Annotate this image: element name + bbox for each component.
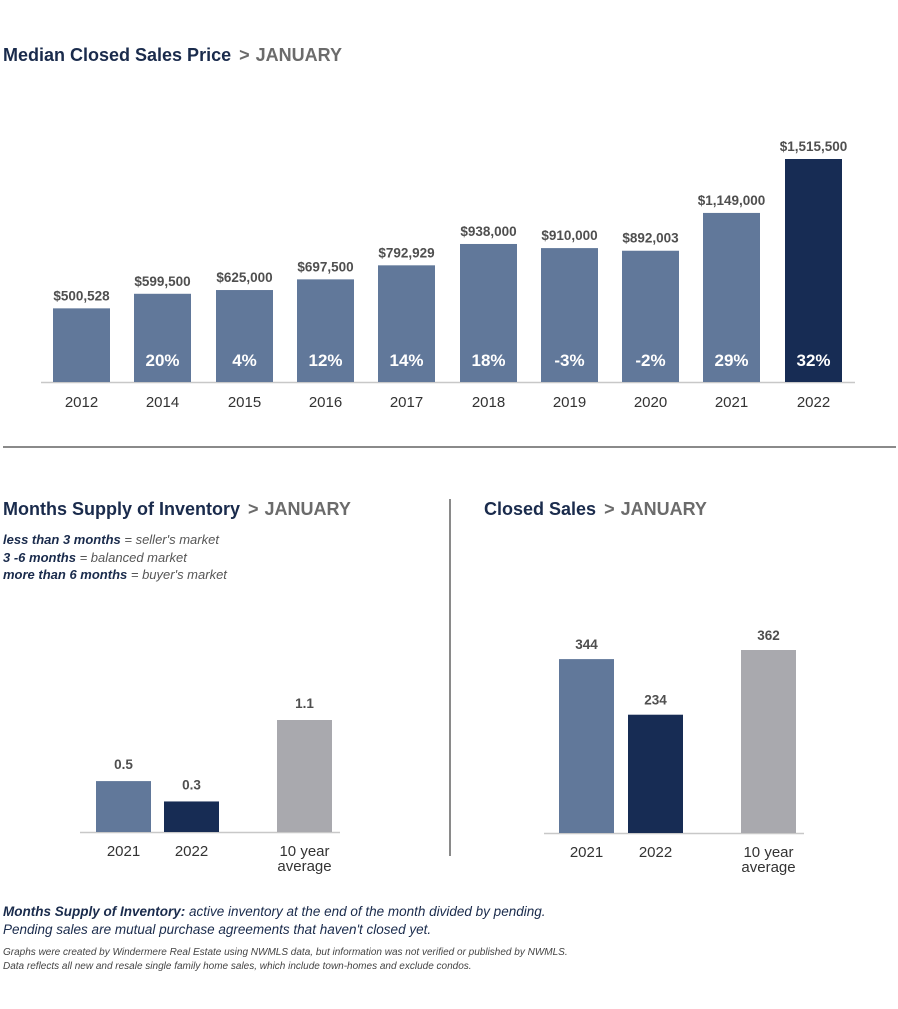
tick-label-2021: 2021 — [570, 844, 603, 861]
bar-2015 — [216, 290, 273, 382]
value-label-2022: 234 — [644, 693, 667, 708]
source-note-2: Data reflects all new and resale single … — [3, 961, 472, 972]
footer-definitions: Months Supply of Inventory: active inven… — [3, 903, 546, 939]
definition-text: active inventory at the end of the month… — [185, 904, 546, 919]
tick-label-2014: 2014 — [146, 394, 179, 411]
legend-term: more than 6 months — [3, 567, 128, 582]
legend-balanced: 3 -6 months = balanced market — [3, 549, 227, 567]
legend-term: less than 3 months — [3, 532, 121, 547]
tick-label-10-year-average: average — [277, 858, 331, 875]
closed-sales-title: Closed Sales > JANUARY — [484, 499, 707, 520]
tick-label-2018: 2018 — [472, 394, 505, 411]
definition-term: Months Supply of Inventory: — [3, 904, 186, 919]
legend-desc: = balanced market — [75, 549, 187, 565]
bar-2022 — [164, 801, 219, 832]
percent-change-2021: 29% — [714, 351, 748, 370]
bar-2021 — [703, 212, 760, 382]
value-label-2015: $625,000 — [216, 270, 272, 285]
value-label-10-year-average: 1.1 — [295, 696, 314, 711]
percent-change-2022: 32% — [796, 351, 830, 370]
bar-10-year-average — [741, 650, 796, 833]
footer-source: Graphs were created by Windermere Real E… — [3, 946, 568, 974]
legend-term: 3 -6 months — [3, 549, 76, 565]
value-label-2017: $792,929 — [378, 245, 434, 260]
tick-label-2020: 2020 — [634, 394, 667, 411]
bar-2022 — [628, 714, 683, 833]
bar-2014 — [134, 293, 191, 382]
tick-label-2022: 2022 — [639, 844, 672, 861]
value-label-2021: 344 — [575, 637, 598, 652]
tick-label-10-year-average: average — [741, 859, 795, 876]
median-price-title-text: Median Closed Sales Price — [3, 45, 232, 65]
pending-definition: Pending sales are mutual purchase agreem… — [3, 922, 432, 937]
bar-2016 — [297, 279, 354, 382]
months-supply-title: Months Supply of Inventory > JANUARY — [3, 499, 351, 520]
value-label-2014: $599,500 — [134, 274, 190, 289]
bar-2012 — [53, 308, 110, 382]
months-supply-title-text: Months Supply of Inventory — [3, 499, 240, 519]
legend-desc: = buyer's market — [127, 567, 227, 582]
bar-10-year-average — [277, 720, 332, 832]
median-price-chart: $500,528 2012 $599,500 20% 2014 $625,000 4% 201… — [41, 139, 855, 411]
value-label-2019: $910,000 — [541, 228, 597, 243]
percent-change-2020: -2% — [635, 351, 665, 370]
value-label-2022: $1,515,500 — [780, 139, 848, 154]
bar-2017 — [378, 265, 435, 382]
percent-change-2015: 4% — [232, 351, 257, 370]
legend-buyers: more than 6 months = buyer's market — [3, 566, 227, 584]
value-label-2018: $938,000 — [460, 224, 516, 239]
percent-change-2017: 14% — [389, 351, 423, 370]
legend-sellers: less than 3 months = seller's market — [3, 531, 227, 549]
tick-label-2019: 2019 — [553, 394, 586, 411]
median-price-title: Median Closed Sales Price > JANUARY — [3, 45, 342, 66]
tick-label-10-year-average: 10 year — [279, 843, 329, 860]
bar-2018 — [460, 243, 517, 382]
value-label-2022: 0.3 — [182, 777, 201, 792]
tick-label-2016: 2016 — [309, 394, 342, 411]
percent-change-2014: 20% — [145, 351, 179, 370]
closed-sales-title-text: Closed Sales — [484, 499, 597, 519]
closed-sales-month: JANUARY — [620, 499, 707, 519]
title-separator: > — [604, 499, 615, 519]
tick-label-2012: 2012 — [65, 394, 98, 411]
tick-label-10-year-average: 10 year — [743, 844, 793, 861]
bar-2022 — [785, 159, 842, 382]
bar-2021 — [96, 781, 151, 832]
percent-change-2019: -3% — [554, 351, 584, 370]
bar-2019 — [541, 248, 598, 382]
section-divider-vertical — [449, 499, 451, 856]
definition-line: Months Supply of Inventory: active inven… — [3, 903, 546, 921]
title-separator: > — [239, 45, 250, 65]
value-label-2012: $500,528 — [53, 288, 110, 303]
value-label-2021: $1,149,000 — [698, 193, 766, 208]
tick-label-2021: 2021 — [107, 843, 140, 860]
section-divider — [3, 446, 896, 448]
tick-label-2022: 2022 — [175, 843, 208, 860]
value-label-10-year-average: 362 — [757, 628, 780, 643]
source-note-1: Graphs were created by Windermere Real E… — [3, 947, 568, 958]
tick-label-2021: 2021 — [715, 394, 748, 411]
value-label-2020: $892,003 — [622, 231, 679, 246]
bar-2020 — [622, 250, 679, 382]
value-label-2016: $697,500 — [297, 259, 353, 274]
value-label-2021: 0.5 — [114, 757, 133, 772]
tick-label-2022: 2022 — [797, 394, 830, 411]
median-price-month: JANUARY — [255, 45, 342, 65]
tick-label-2015: 2015 — [228, 394, 261, 411]
percent-change-2018: 18% — [471, 351, 505, 370]
percent-change-2016: 12% — [308, 351, 342, 370]
bar-2021 — [559, 659, 614, 833]
market-legend: less than 3 months = seller's market 3 -… — [3, 531, 227, 584]
tick-label-2017: 2017 — [390, 394, 423, 411]
months-supply-month: JANUARY — [264, 499, 351, 519]
legend-desc: = seller's market — [120, 532, 219, 547]
title-separator: > — [248, 499, 259, 519]
